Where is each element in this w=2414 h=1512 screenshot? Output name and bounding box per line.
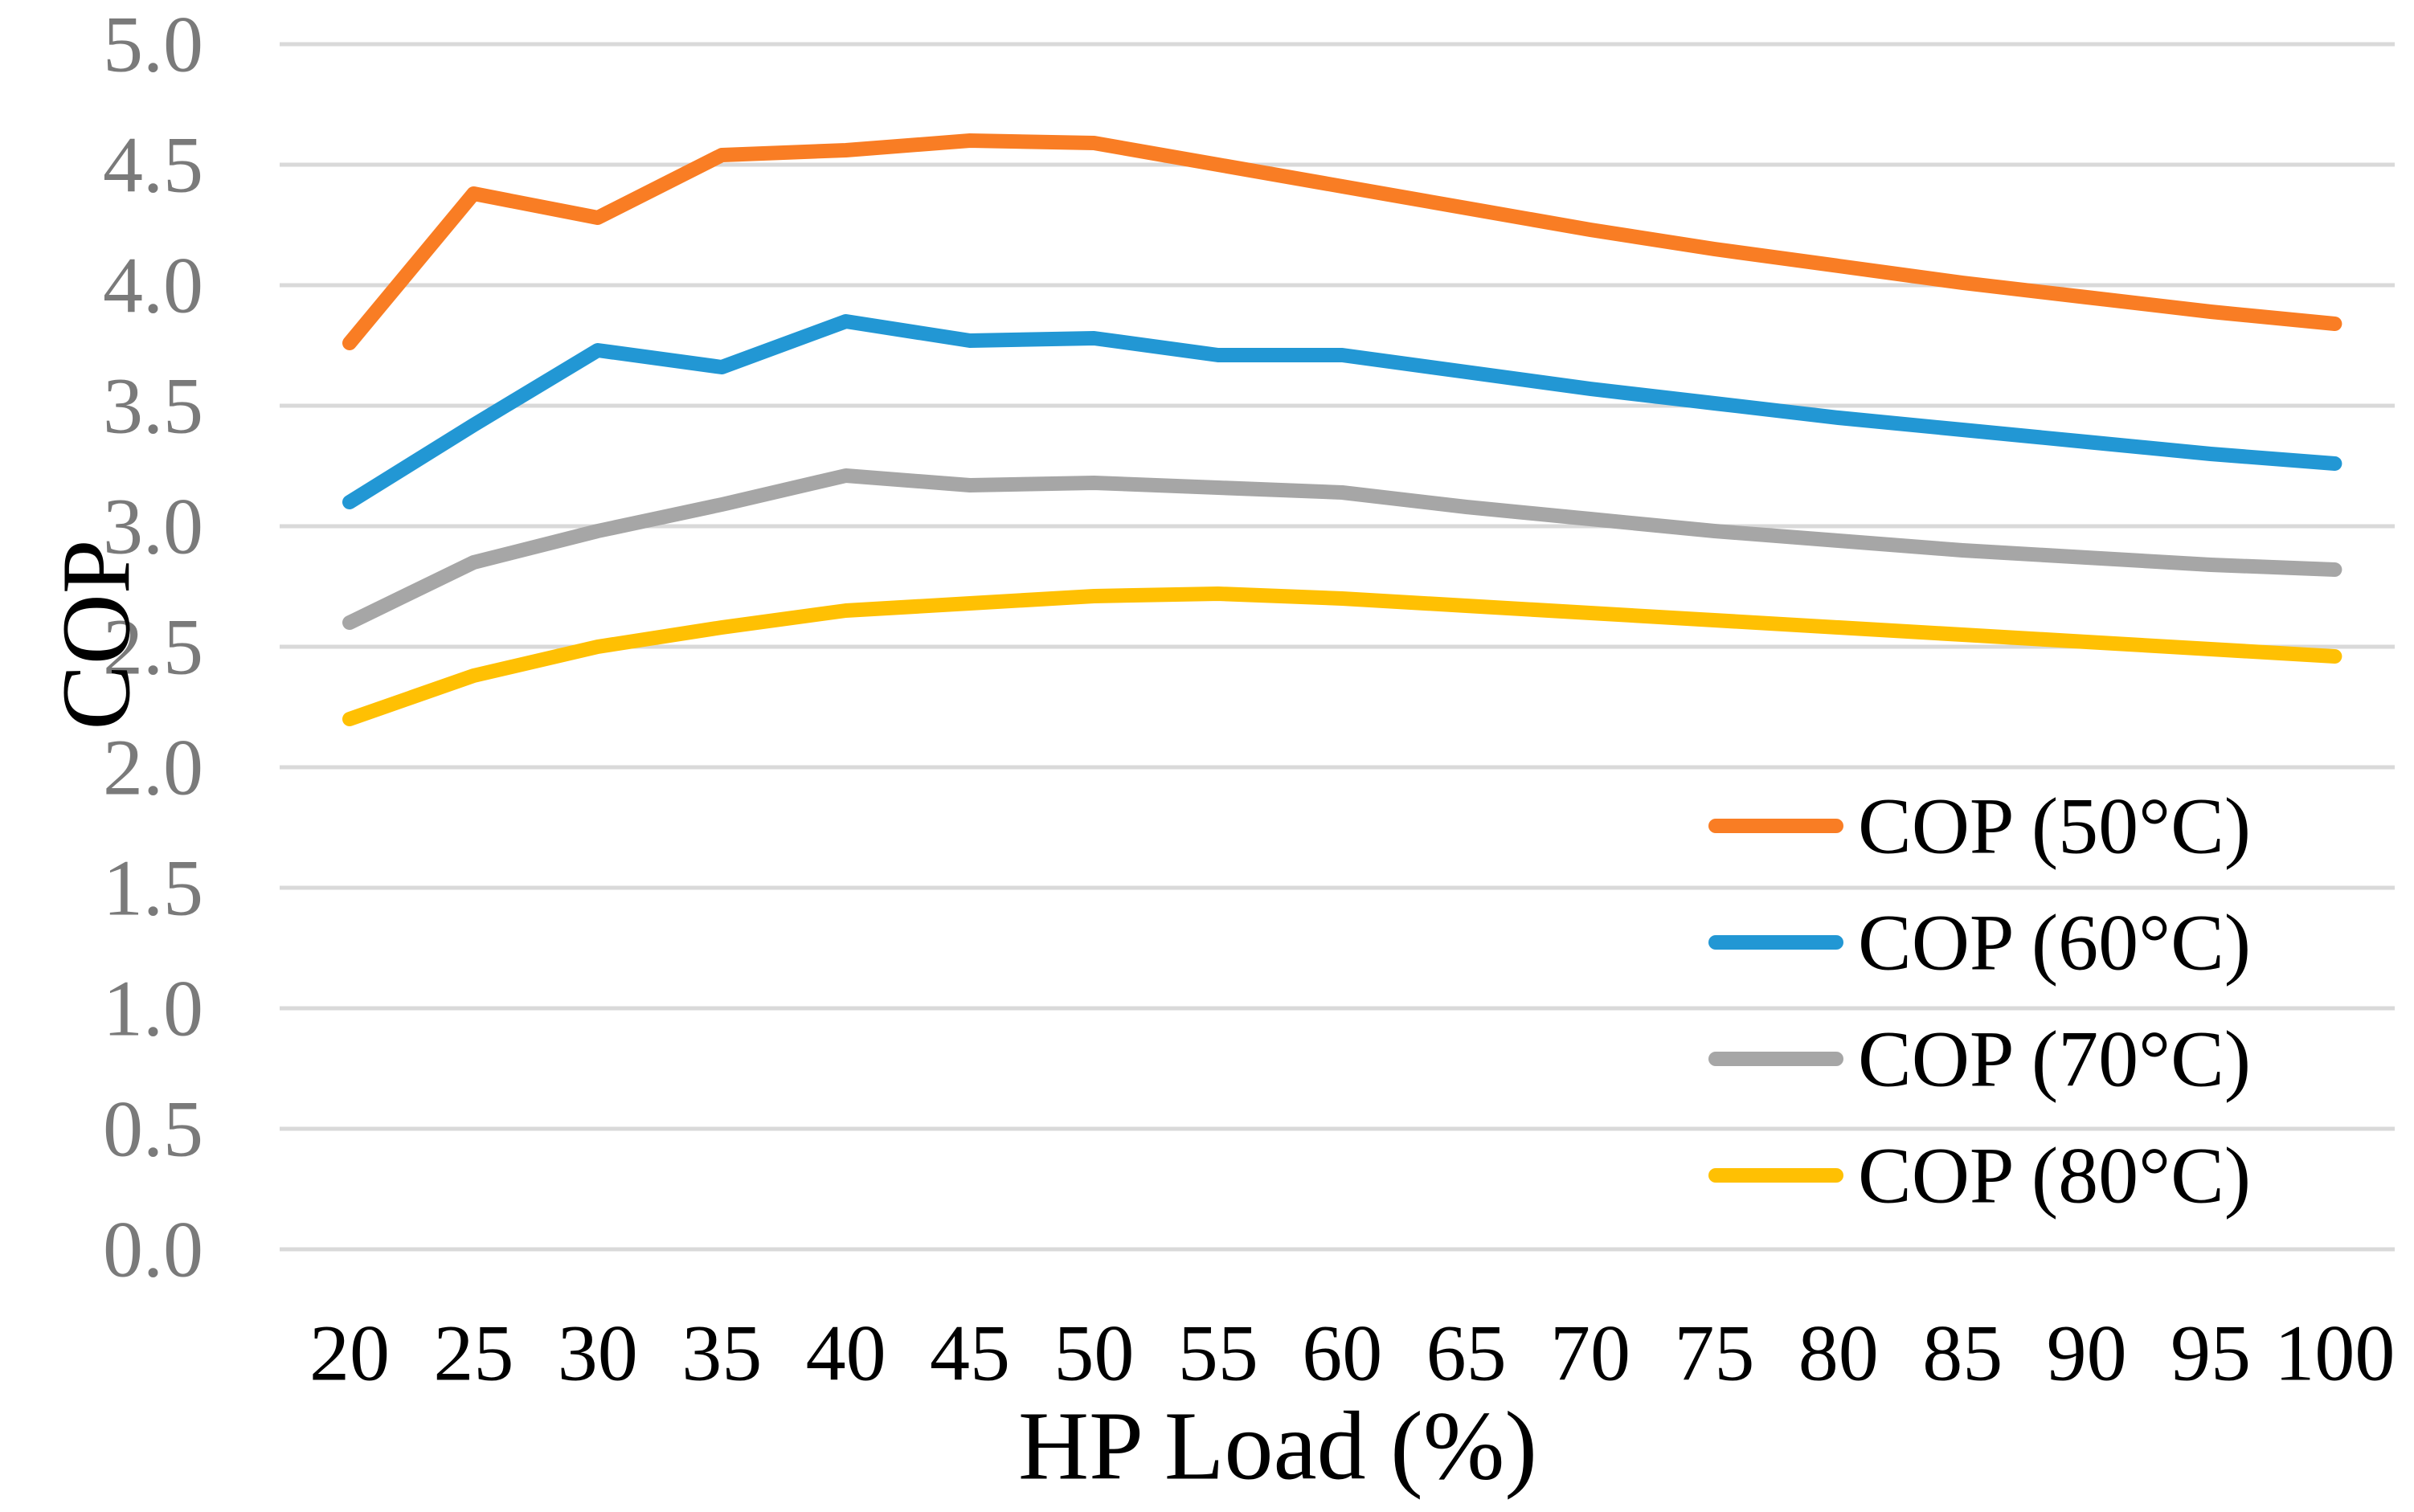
y-tick-label-1.0: 1.0 bbox=[103, 964, 203, 1053]
x-tick-label-40: 40 bbox=[806, 1309, 886, 1398]
x-tick-label-95: 95 bbox=[2171, 1309, 2251, 1398]
y-axis-tick-labels: 0.0 0.5 1.0 1.5 2.0 2.5 3.0 3.5 4.0 4.5 5.0 bbox=[103, 0, 203, 1294]
x-axis-tick-labels: 20 25 30 35 40 45 50 55 60 65 70 75 80 85 90 95 100 bbox=[309, 1309, 2395, 1398]
x-tick-label-50: 50 bbox=[1054, 1309, 1134, 1398]
series-lines bbox=[342, 133, 2342, 726]
legend-label-cop-80-c: COP (80°C) bbox=[1858, 1131, 2251, 1220]
x-axis-title: HP Load (%) bbox=[1018, 1392, 1537, 1501]
x-tick-label-25: 25 bbox=[433, 1309, 513, 1398]
x-tick-label-55: 55 bbox=[1178, 1309, 1258, 1398]
x-tick-label-45: 45 bbox=[930, 1309, 1010, 1398]
y-tick-label-1.5: 1.5 bbox=[103, 844, 203, 933]
legend-item-cop-60-c: COP (60°C) bbox=[1708, 898, 2251, 987]
legend-label-cop-70-c: COP (70°C) bbox=[1858, 1015, 2251, 1104]
series-line-cop-50-c bbox=[342, 133, 2342, 350]
series-line-cop-60-c bbox=[342, 314, 2342, 509]
x-tick-label-65: 65 bbox=[1426, 1309, 1507, 1398]
y-tick-label-3.0: 3.0 bbox=[103, 482, 203, 571]
series-line-cop-80-c bbox=[342, 586, 2342, 726]
x-tick-label-60: 60 bbox=[1302, 1309, 1382, 1398]
legend-item-cop-70-c: COP (70°C) bbox=[1708, 1015, 2251, 1104]
x-tick-label-80: 80 bbox=[1798, 1309, 1879, 1398]
legend-item-cop-80-c: COP (80°C) bbox=[1708, 1131, 2251, 1220]
x-tick-label-30: 30 bbox=[558, 1309, 638, 1398]
series-line-cop-70-c bbox=[342, 468, 2342, 630]
legend-label-cop-60-c: COP (60°C) bbox=[1858, 898, 2251, 987]
x-tick-label-85: 85 bbox=[1922, 1309, 2003, 1398]
y-tick-label-5.0: 5.0 bbox=[103, 0, 203, 89]
x-tick-label-35: 35 bbox=[681, 1309, 762, 1398]
legend-label-cop-50-c: COP (50°C) bbox=[1858, 782, 2251, 871]
y-tick-label-3.5: 3.5 bbox=[103, 362, 203, 451]
legend-item-cop-50-c: COP (50°C) bbox=[1708, 782, 2251, 871]
x-tick-label-90: 90 bbox=[2047, 1309, 2127, 1398]
y-tick-label-4.5: 4.5 bbox=[103, 121, 203, 210]
y-tick-label-4.0: 4.0 bbox=[103, 241, 203, 330]
y-tick-label-0.5: 0.5 bbox=[103, 1085, 203, 1174]
x-tick-label-70: 70 bbox=[1550, 1309, 1630, 1398]
y-tick-label-2.5: 2.5 bbox=[103, 603, 203, 692]
x-tick-label-75: 75 bbox=[1674, 1309, 1754, 1398]
y-tick-label-0.0: 0.0 bbox=[103, 1205, 203, 1294]
legend: COP (50°C) COP (60°C) COP (70°C) COP (80°C) bbox=[1708, 782, 2251, 1220]
x-tick-label-20: 20 bbox=[309, 1309, 390, 1398]
y-tick-label-2.0: 2.0 bbox=[103, 723, 203, 812]
x-tick-label-100: 100 bbox=[2274, 1309, 2395, 1398]
y-axis-title: COP bbox=[43, 539, 151, 729]
